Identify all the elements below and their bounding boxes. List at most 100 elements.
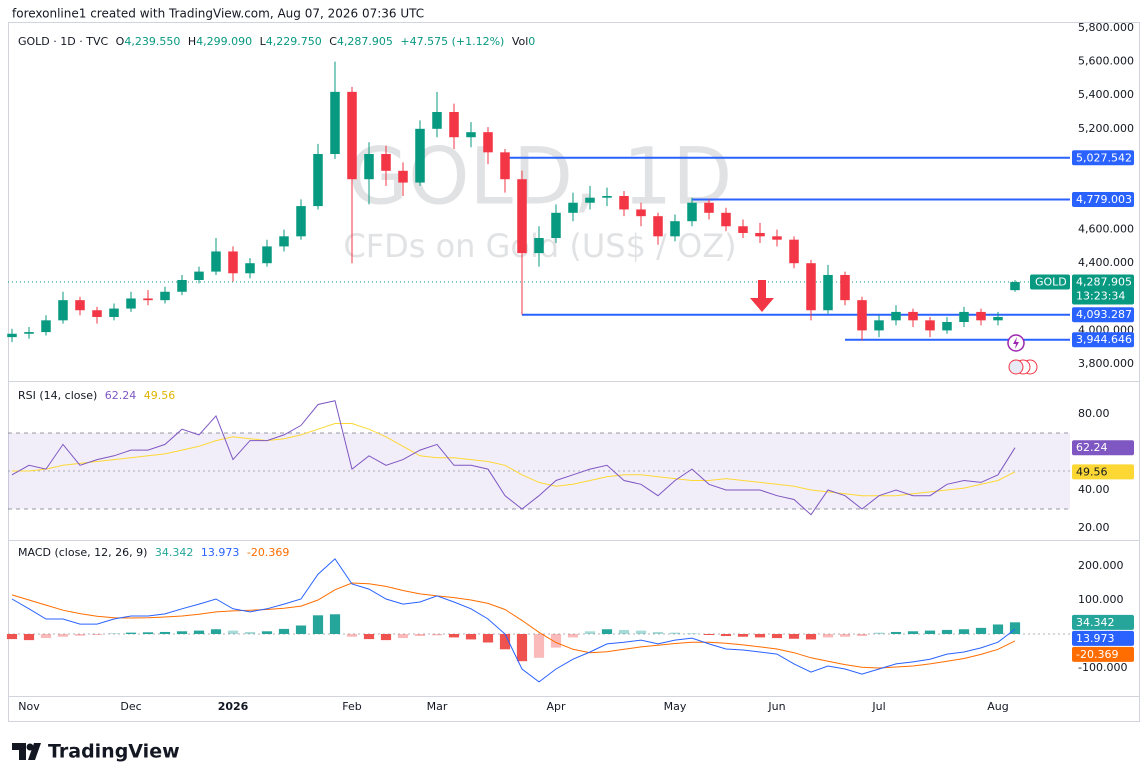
legend-change: +47.575 (+1.12%) [400, 35, 504, 48]
histogram-bar [1009, 622, 1021, 634]
last-value-label-box [1072, 440, 1134, 456]
histogram-bar [261, 631, 273, 634]
histogram-bar [975, 627, 987, 634]
rsi-legend: RSI (14, close) 62.24 49.56 [18, 389, 175, 402]
watermark: GOLD, 1D CFDs on Gold (US$ / OZ) [343, 132, 736, 265]
histogram-bar [91, 634, 103, 636]
candle-body [7, 333, 17, 338]
y-tick-label: 100.000 [1078, 593, 1124, 606]
candle-body [925, 320, 935, 331]
histogram-bar [771, 634, 783, 639]
candle-body [126, 298, 136, 309]
level-label: 4,779.003 [1076, 193, 1132, 206]
histogram-bar [397, 634, 409, 639]
level-label-box [1072, 332, 1134, 348]
x-tick-label: Aug [987, 700, 1008, 713]
level-label-box [1072, 192, 1134, 208]
candle-body [551, 212, 561, 239]
histogram-bar [703, 634, 715, 636]
histogram-bar [856, 634, 868, 637]
last-value-label: -20.369 [1076, 648, 1118, 661]
histogram-bar [142, 632, 154, 634]
y-tick-label: 5,600.000 [1078, 55, 1134, 68]
y-tick-label: 20.00 [1078, 521, 1110, 534]
histogram-bar [567, 634, 579, 638]
x-tick-label: Apr [546, 700, 566, 713]
histogram-bar [941, 629, 953, 634]
histogram-bar [584, 631, 596, 634]
candle-body [517, 179, 527, 254]
histogram-bar [278, 628, 290, 634]
histogram-bar [380, 634, 392, 641]
candle-body [483, 132, 493, 153]
candle-body [296, 206, 306, 237]
candle-body [959, 311, 969, 323]
last-value-label-box [1072, 464, 1134, 480]
chart-frame [8, 22, 1140, 722]
histogram-bar [431, 634, 443, 636]
last-price-label: 4,287.905 [1076, 276, 1132, 289]
histogram-bar [329, 614, 341, 634]
y-tick-label: 200.000 [1078, 559, 1124, 572]
symbol-tag-box [1030, 274, 1070, 290]
x-tick-label: Feb [342, 700, 361, 713]
logo-dot [26, 743, 34, 751]
level-label: 4,093.287 [1076, 308, 1132, 321]
x-tick-label: Jul [871, 700, 885, 713]
candle-body [449, 112, 459, 138]
watermark-symbol: GOLD, 1D [348, 132, 733, 222]
candle-body [687, 202, 697, 222]
symbol: GOLD · 1D · TVC [18, 35, 108, 48]
histogram-bar [737, 634, 749, 637]
histogram-bar [958, 629, 970, 634]
y-tick-label: 4,400.000 [1078, 256, 1134, 269]
histogram-bar [74, 634, 86, 636]
histogram-bar [618, 629, 630, 634]
candle-body [942, 322, 952, 331]
y-tick-label: 4,600.000 [1078, 223, 1134, 236]
candle-body [24, 332, 34, 334]
x-tick-label: Nov [18, 700, 40, 713]
histogram-bar [23, 634, 35, 641]
legend-value: 4,239.550 [124, 35, 180, 48]
histogram-bar [40, 634, 52, 639]
macd-legend: MACD (close, 12, 26, 9) 34.342 13.973 -2… [18, 546, 289, 559]
candle-body [670, 221, 680, 237]
countdown: 13:23:34 [1076, 290, 1125, 303]
level-label: 3,944.646 [1076, 333, 1132, 346]
legend-value: 62.24 [105, 389, 137, 402]
indicator-line [11, 558, 1016, 683]
histogram-bar [516, 634, 528, 662]
candle-body [891, 311, 901, 321]
x-tick-label: May [664, 700, 687, 713]
candle-body [806, 263, 816, 311]
last-value-label: 34.342 [1076, 616, 1115, 629]
symbol-tag: GOLD [1035, 276, 1067, 289]
histogram-bar [312, 615, 324, 634]
legend-value: 34.342 [155, 546, 194, 559]
histogram-bar [890, 631, 902, 634]
candle-body [330, 91, 340, 155]
histogram-bar [227, 630, 239, 634]
indicator-line [11, 582, 1016, 669]
candle-body [755, 232, 765, 237]
last-value-label: 62.24 [1076, 441, 1108, 454]
candle-body [653, 216, 663, 237]
y-tick-label: 5,800.000 [1078, 21, 1134, 34]
histogram-bar [873, 632, 885, 634]
legend-value: 4,287.905 [337, 35, 393, 48]
histogram-bar [57, 634, 69, 637]
y-tick-label: 40.00 [1078, 483, 1110, 496]
x-tick-label: Jun [767, 700, 785, 713]
candle-body [772, 236, 782, 240]
histogram-bar [193, 630, 205, 634]
candle-body [109, 308, 119, 317]
legend-value: 49.56 [144, 389, 176, 402]
x-tick-label: Dec [120, 700, 141, 713]
histogram-bar [499, 634, 511, 650]
candle-body [143, 298, 153, 301]
histogram-bar [346, 634, 358, 637]
candle-body [534, 238, 544, 254]
